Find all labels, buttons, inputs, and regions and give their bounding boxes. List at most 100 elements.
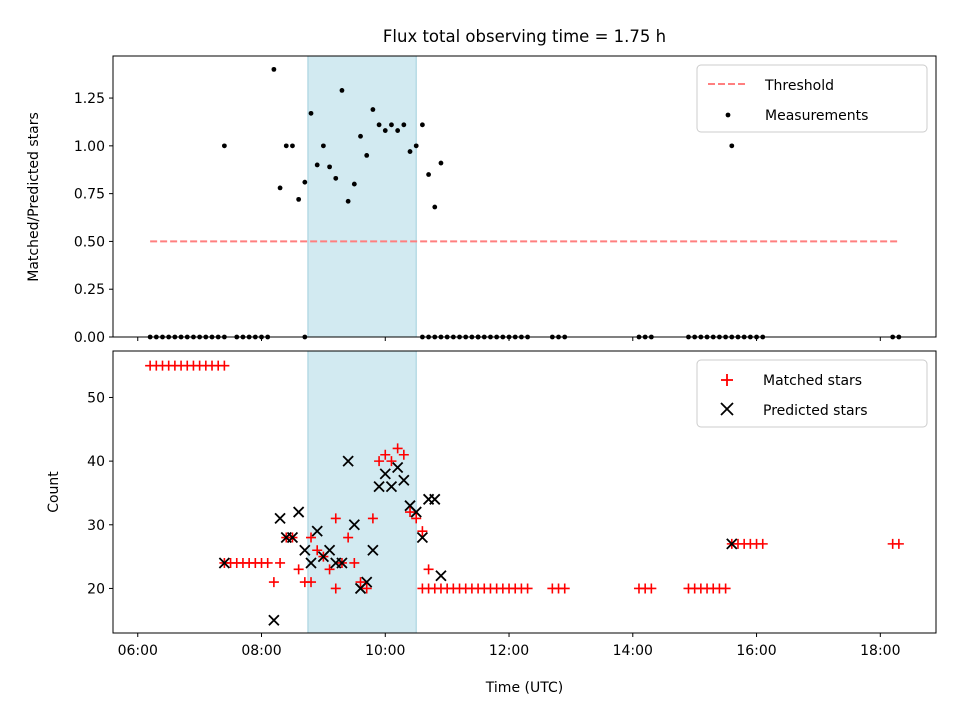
measurement-point [327, 164, 332, 170]
measurement-point [729, 143, 735, 149]
predicted-star-marker [274, 512, 286, 525]
highlight-span [307, 55, 417, 338]
matched-star-marker [312, 545, 323, 556]
top-x-axis [137, 337, 881, 341]
y-tick-label: 40 [87, 454, 105, 470]
matched-star-marker [411, 513, 422, 524]
top-legend-box [696, 64, 928, 133]
bottom-legend: Matched stars Predicted stars [696, 359, 928, 428]
measurement-point [389, 122, 394, 128]
matched-star-marker [405, 507, 416, 518]
predicted-star-marker [410, 506, 422, 518]
chart-title: Flux total observing time = 1.75 h [383, 27, 666, 46]
matched-star-marker [293, 564, 304, 575]
measurement-point [277, 185, 283, 191]
matched-star-marker [343, 532, 354, 543]
x-tick-label: 12:00 [489, 643, 529, 659]
matched-star-marker [262, 557, 273, 568]
predicted-star-marker [416, 531, 429, 544]
predicted-star-marker [342, 455, 354, 467]
bottom-matched-stars [145, 360, 904, 594]
y-tick-label: 0.75 [74, 187, 105, 203]
x-tick-label: 18:00 [860, 643, 900, 659]
matched-star-marker [349, 557, 360, 568]
matched-star-marker [306, 532, 317, 543]
matched-star-marker [646, 583, 657, 594]
measurement-point [290, 143, 295, 149]
y-tick-label: 1.25 [74, 91, 105, 107]
matched-star-marker [374, 456, 385, 467]
measurement-point [296, 196, 302, 202]
measurement-point [308, 110, 314, 116]
legend-threshold-label: Threshold [764, 78, 834, 94]
matched-star-marker [330, 583, 341, 594]
predicted-star-marker [323, 544, 336, 556]
y-tick-label: 0.50 [74, 234, 105, 250]
measurement-point [345, 198, 351, 204]
y-tick-label: 50 [87, 390, 105, 406]
legend-measurements-label: Measurements [765, 108, 868, 124]
x-axis-label: Time (UTC) [485, 680, 563, 696]
bottom-panel: 20 30 40 50 06:00 08:00 10:00 12:00 14:00 16:00 1… [46, 350, 937, 696]
measurement-point [432, 204, 438, 210]
matched-star-marker [417, 526, 428, 537]
measurement-point [395, 128, 401, 133]
matched-star-marker [398, 449, 409, 460]
y-tick-label: 30 [87, 518, 105, 534]
predicted-star-marker [286, 531, 299, 544]
measurement-point [271, 66, 277, 72]
bottom-y-axis: 20 30 40 50 [87, 390, 113, 597]
measurement-point [333, 175, 339, 181]
predicted-star-marker [392, 461, 404, 474]
measurement-point [351, 181, 357, 187]
matched-star-marker [392, 443, 403, 454]
x-tick-label: 14:00 [613, 643, 653, 659]
matched-star-marker [522, 583, 533, 594]
top-legend: Threshold Measurements [696, 64, 928, 133]
measurement-point [419, 122, 425, 128]
matched-star-marker [268, 577, 279, 588]
y-tick-label: 20 [87, 581, 105, 597]
bottom-legend-box [696, 359, 928, 428]
legend-predicted-swatch [720, 402, 734, 416]
predicted-star-marker [373, 480, 385, 493]
measurement-point [302, 179, 308, 185]
top-highlight-span [307, 55, 417, 338]
matched-star-marker [361, 583, 372, 594]
measurement-point [370, 107, 376, 112]
bottom-plot-frame [112, 350, 937, 634]
measurement-point [314, 162, 320, 168]
matched-star-marker [757, 538, 768, 549]
measurement-point [413, 143, 419, 149]
predicted-star-marker [429, 493, 441, 505]
bottom-predicted-stars [218, 455, 738, 626]
legend-measurements-swatch [725, 112, 731, 118]
matched-star-marker [275, 557, 286, 568]
predicted-star-marker [379, 468, 391, 480]
predicted-star-marker [348, 519, 360, 531]
matched-star-marker [423, 564, 434, 575]
measurement-point [426, 172, 431, 177]
measurement-point [438, 160, 444, 166]
predicted-star-marker [336, 557, 348, 569]
top-panel: 0.00 0.25 0.50 0.75 1.00 1.25 Matched/Predict… [26, 55, 937, 346]
y-tick-label: 0.00 [74, 330, 105, 346]
measurement-point [401, 122, 407, 128]
predicted-star-marker [293, 506, 305, 518]
predicted-star-marker [305, 557, 317, 569]
predicted-star-marker [311, 525, 323, 537]
top-y-axis: 0.00 0.25 0.50 0.75 1.00 1.25 [74, 91, 113, 346]
top-y-axis-label: Matched/Predicted stars [26, 112, 42, 282]
matched-star-marker [306, 577, 317, 588]
matched-star-marker [559, 583, 570, 594]
matched-star-marker [720, 583, 731, 594]
legend-matched-swatch [721, 374, 733, 386]
y-tick-label: 0.25 [74, 282, 105, 298]
predicted-star-marker [726, 538, 738, 550]
measurement-point [382, 128, 388, 133]
bottom-x-axis: 06:00 08:00 10:00 12:00 14:00 16:00 18:00 [118, 633, 900, 659]
measurement-point [320, 143, 326, 149]
matched-star-marker [380, 449, 391, 460]
